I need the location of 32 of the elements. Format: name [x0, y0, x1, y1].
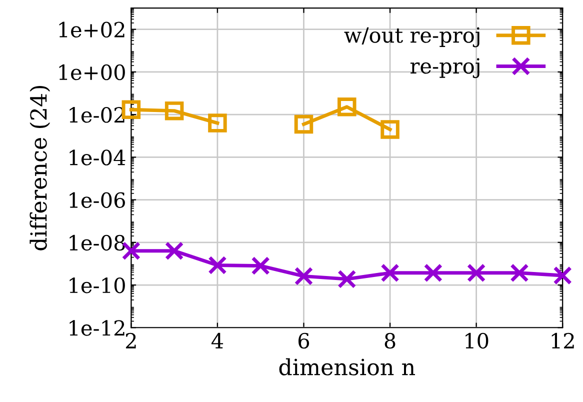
y-tick-label: 1e-04 [70, 150, 126, 166]
x-tick-label: 8 [384, 332, 396, 349]
y-tick-label: 1e-12 [70, 320, 124, 336]
point [466, 264, 486, 282]
y-tick-label: 1e-08 [70, 234, 125, 251]
x-tick-label: 10 [466, 332, 488, 349]
point [338, 270, 356, 288]
point [380, 264, 400, 282]
y-tick-label: 1e+00 [59, 64, 125, 80]
point [338, 97, 356, 116]
point [553, 266, 572, 285]
y-tick-label: 1e+02 [59, 22, 124, 38]
x-axis-title: dimension n [279, 358, 415, 376]
point [164, 101, 184, 120]
y-axis-title: difference (24) [30, 86, 50, 250]
x-tick-label: 12 [552, 332, 574, 348]
point [208, 256, 227, 275]
legend-label: re-proj [410, 58, 480, 78]
point [294, 266, 314, 286]
point [294, 114, 314, 134]
legend-label: w/out re-proj [344, 27, 480, 48]
point [208, 114, 227, 132]
y-tick-label: 1e-10 [70, 277, 125, 294]
point [251, 256, 270, 276]
x-tick-label: 2 [126, 332, 136, 348]
point [380, 120, 400, 139]
point [510, 264, 529, 282]
x-tick-label: 4 [211, 332, 224, 348]
x-tick-label: 6 [298, 332, 310, 349]
y-tick-label: 1e-06 [70, 192, 125, 208]
point [164, 242, 184, 260]
point [424, 264, 443, 282]
